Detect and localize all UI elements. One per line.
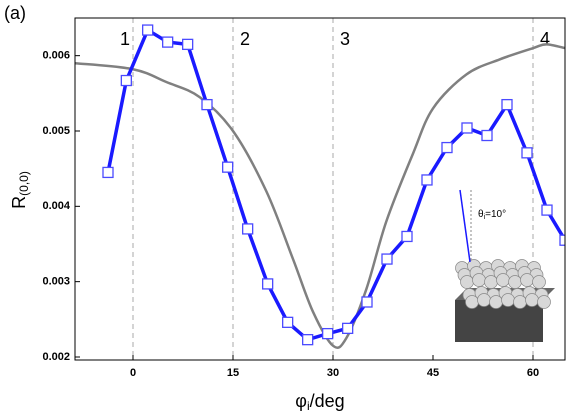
data-point xyxy=(381,253,393,265)
annotation-main: θ xyxy=(478,209,484,220)
y-tick-label: 0.006 xyxy=(42,50,70,62)
data-point xyxy=(302,334,314,346)
data-point xyxy=(182,38,194,51)
region-label: 3 xyxy=(340,29,350,49)
data-point xyxy=(501,98,513,111)
inset-sphere xyxy=(472,273,486,287)
data-point xyxy=(322,327,334,340)
annotation-sub: i xyxy=(484,214,486,221)
inset-sphere xyxy=(513,295,527,309)
inset-sphere xyxy=(532,275,546,289)
data-point xyxy=(342,322,354,335)
data-point xyxy=(541,204,553,216)
data-point xyxy=(521,147,533,159)
inset-sphere xyxy=(460,275,474,289)
plot-frame xyxy=(74,17,566,361)
inset-sphere xyxy=(489,295,503,309)
data-point xyxy=(201,98,213,111)
y-tick-label: 0.002 xyxy=(42,351,70,363)
data-point xyxy=(441,141,453,154)
data-point xyxy=(242,223,254,235)
y-axis-label: R(0,0) xyxy=(9,171,31,209)
data-point xyxy=(282,316,294,328)
y-tick-label: 0.005 xyxy=(42,125,70,137)
y-label-main: R xyxy=(9,196,29,209)
data-point xyxy=(559,234,565,246)
x-tick-label: 45 xyxy=(427,367,439,379)
y-tick-label: 0.003 xyxy=(42,276,70,288)
panel-label: (a) xyxy=(4,3,26,23)
x-tick-label: 60 xyxy=(527,367,539,379)
inset-sphere xyxy=(520,273,534,287)
annotation: θi=10° xyxy=(478,209,506,221)
data-point xyxy=(120,74,132,87)
inset-sphere xyxy=(537,295,551,309)
inset-sphere xyxy=(465,295,479,309)
inset-sphere xyxy=(501,293,515,307)
x-axis-label: φi/deg xyxy=(295,391,344,413)
x-tick-label: 30 xyxy=(327,367,339,379)
y-label-sub: (0,0) xyxy=(17,171,31,196)
data-point xyxy=(481,129,493,142)
data-point xyxy=(262,278,274,290)
x-tick-label: 0 xyxy=(130,367,136,379)
x-label-sub: i xyxy=(307,399,310,413)
inset-sphere xyxy=(484,275,498,289)
inset-beam xyxy=(459,189,471,263)
data-point xyxy=(461,122,473,134)
data-point xyxy=(102,166,114,179)
y-tick-label: 0.004 xyxy=(42,200,70,212)
inset-sphere xyxy=(508,275,522,289)
x-label-rest: /deg xyxy=(310,391,345,411)
inset-sphere xyxy=(477,293,491,307)
inset-sphere xyxy=(496,273,510,287)
data-point xyxy=(421,174,433,186)
region-label: 1 xyxy=(120,29,130,49)
region-label: 2 xyxy=(240,29,250,49)
data-point xyxy=(361,296,373,308)
region-label: 4 xyxy=(540,29,550,49)
data-point xyxy=(401,230,413,243)
data-point xyxy=(222,161,234,173)
inset-sphere xyxy=(525,293,539,307)
data-point xyxy=(142,24,154,36)
series-line xyxy=(75,43,565,349)
x-tick-label: 15 xyxy=(227,367,239,379)
annotation-rest: =10° xyxy=(485,209,506,220)
x-label-main: φ xyxy=(295,391,307,411)
inset-illustration: θi=10° xyxy=(455,189,555,342)
data-point xyxy=(162,36,174,48)
